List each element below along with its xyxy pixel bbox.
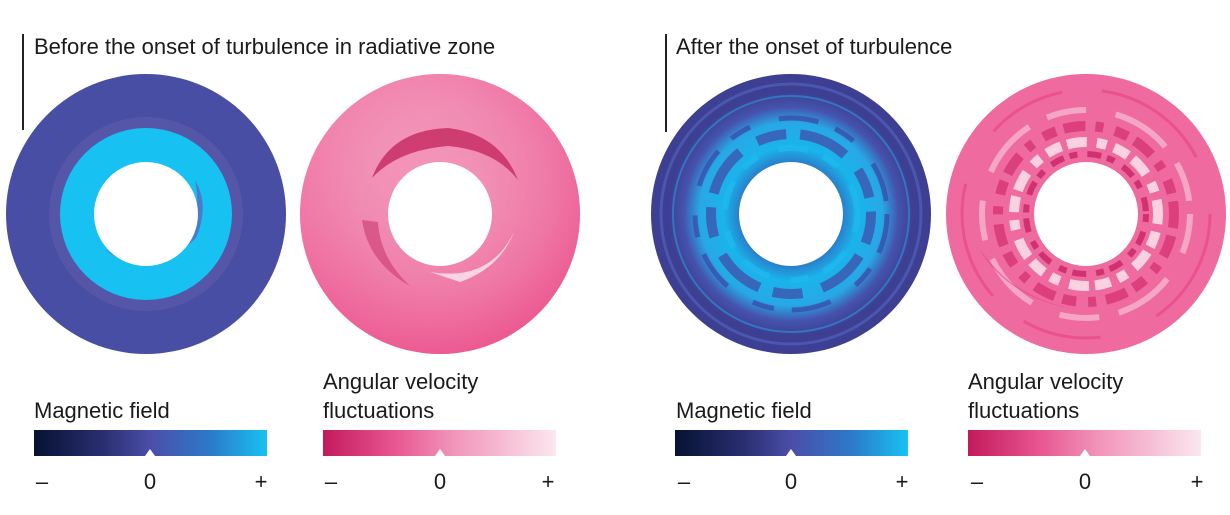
velocity-label-line1-after: Angular velocity: [968, 369, 1124, 394]
right-title-divider: [665, 34, 667, 132]
zero-marker-velocity-after: [1080, 449, 1090, 456]
velocity-label-line2-before: fluctuations: [323, 398, 435, 423]
tick-plus-magnetic-after: +: [895, 469, 909, 494]
tick-zero-velocity-before: 0: [433, 469, 447, 494]
velocity-label-line1-before: Angular velocity: [323, 369, 479, 394]
tick-minus-magnetic-after: –: [677, 469, 691, 494]
magnetic-field-label-after: Magnetic field: [676, 398, 812, 423]
left-title-divider: [22, 34, 24, 130]
disk-magnetic-after: [651, 74, 931, 354]
tick-minus-magnetic-before: –: [35, 469, 49, 494]
disk-velocity-before: [300, 74, 580, 354]
zero-marker-magnetic-before: [145, 449, 155, 456]
disk-magnetic-before: [6, 74, 286, 354]
tick-plus-velocity-after: +: [1190, 469, 1204, 494]
zero-marker-magnetic-after: [786, 449, 796, 456]
zero-marker-velocity-before: [435, 449, 445, 456]
magnetic-field-label-before: Magnetic field: [34, 398, 170, 423]
disk-velocity-after: [946, 74, 1226, 354]
tick-plus-magnetic-before: +: [254, 469, 268, 494]
tick-plus-velocity-before: +: [541, 469, 555, 494]
velocity-label-line2-after: fluctuations: [968, 398, 1080, 423]
tick-minus-velocity-before: –: [324, 469, 338, 494]
tick-zero-magnetic-before: 0: [143, 469, 157, 494]
tick-minus-velocity-after: –: [970, 469, 984, 494]
tick-zero-magnetic-after: 0: [784, 469, 798, 494]
tick-zero-velocity-after: 0: [1078, 469, 1092, 494]
panel-title-before: Before the onset of turbulence in radiat…: [34, 34, 496, 59]
panel-title-after: After the onset of turbulence: [676, 34, 953, 59]
